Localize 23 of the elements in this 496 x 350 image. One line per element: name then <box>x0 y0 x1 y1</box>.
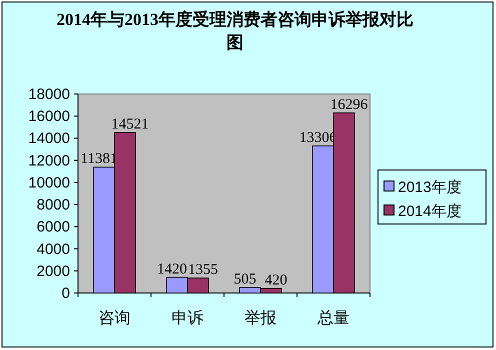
data-label: 16296 <box>330 96 368 113</box>
chart-title: 2014年与2013年度受理消费者咨询申诉举报对比图 <box>56 9 414 54</box>
x-tick-label: 总量 <box>316 309 350 327</box>
x-tick-label: 申诉 <box>172 309 204 327</box>
y-tick-label: 0 <box>62 285 70 302</box>
y-tick-label: 8000 <box>36 196 70 214</box>
data-label: 1420 <box>157 261 187 278</box>
legend-label: 2014年度 <box>398 203 462 220</box>
x-tick-label: 举报 <box>244 309 276 327</box>
data-label: 505 <box>234 271 256 288</box>
y-tick-label: 18000 <box>28 86 70 103</box>
y-tick-label: 10000 <box>28 174 70 192</box>
y-tick-label: 12000 <box>28 152 70 170</box>
y-tick-label: 14000 <box>28 130 70 148</box>
legend-label: 2013年度 <box>398 179 462 196</box>
data-label: 420 <box>264 272 288 288</box>
y-tick-label: 16000 <box>28 108 70 126</box>
x-tick-label: 咨询 <box>98 310 130 327</box>
y-tick-label: 2000 <box>36 262 70 280</box>
y-tick-label: 6000 <box>36 218 70 236</box>
data-label: 1355 <box>188 262 218 278</box>
y-tick-label: 4000 <box>36 240 70 258</box>
data-label: 14521 <box>111 116 149 132</box>
